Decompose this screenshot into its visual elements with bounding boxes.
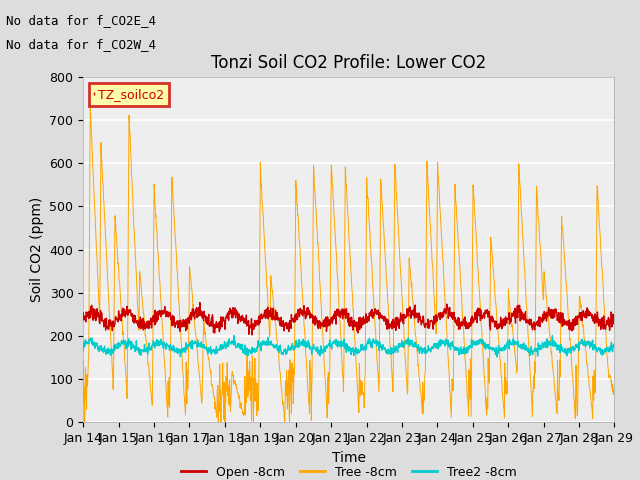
Open -8cm (198, 310, 205, 315)
Title: Tonzi Soil CO2 Profile: Lower CO2: Tonzi Soil CO2 Profile: Lower CO2 (211, 54, 486, 72)
Line: Open -8cm: Open -8cm (83, 302, 614, 335)
Open -8cm (184, 317, 192, 323)
Tree2 -8cm (230, 333, 237, 338)
Tree2 -8cm (431, 343, 439, 348)
Tree -8cm (501, 390, 509, 396)
Line: Tree2 -8cm: Tree2 -8cm (83, 336, 614, 357)
Tree -8cm (611, 392, 618, 397)
Open -8cm (248, 332, 256, 338)
Open -8cm (501, 323, 509, 328)
Tree -8cm (548, 355, 556, 360)
Text: No data for f_CO2W_4: No data for f_CO2W_4 (6, 38, 156, 51)
Open -8cm (432, 319, 440, 325)
Tree2 -8cm (501, 342, 509, 348)
Legend: Open -8cm, Tree -8cm, Tree2 -8cm: Open -8cm, Tree -8cm, Tree2 -8cm (176, 460, 522, 480)
Tree2 -8cm (79, 348, 87, 353)
Open -8cm (548, 315, 556, 321)
Line: Tree -8cm: Tree -8cm (83, 108, 614, 422)
Tree2 -8cm (611, 343, 618, 348)
Tree -8cm (432, 322, 440, 327)
Open -8cm (196, 300, 204, 305)
Tree2 -8cm (548, 339, 556, 345)
Tree2 -8cm (493, 354, 501, 360)
Tree2 -8cm (198, 339, 205, 345)
Tree -8cm (198, 397, 206, 403)
Tree -8cm (86, 106, 94, 111)
X-axis label: Time: Time (332, 451, 366, 465)
Tree2 -8cm (257, 348, 265, 353)
Tree -8cm (258, 181, 266, 187)
Open -8cm (611, 319, 618, 324)
Tree2 -8cm (184, 342, 192, 348)
Text: No data for f_CO2E_4: No data for f_CO2E_4 (6, 14, 156, 27)
Tree -8cm (81, 420, 88, 425)
Tree -8cm (186, 293, 193, 299)
Open -8cm (79, 310, 87, 316)
Tree -8cm (79, 356, 87, 361)
Open -8cm (258, 311, 266, 317)
Y-axis label: Soil CO2 (ppm): Soil CO2 (ppm) (30, 197, 44, 302)
